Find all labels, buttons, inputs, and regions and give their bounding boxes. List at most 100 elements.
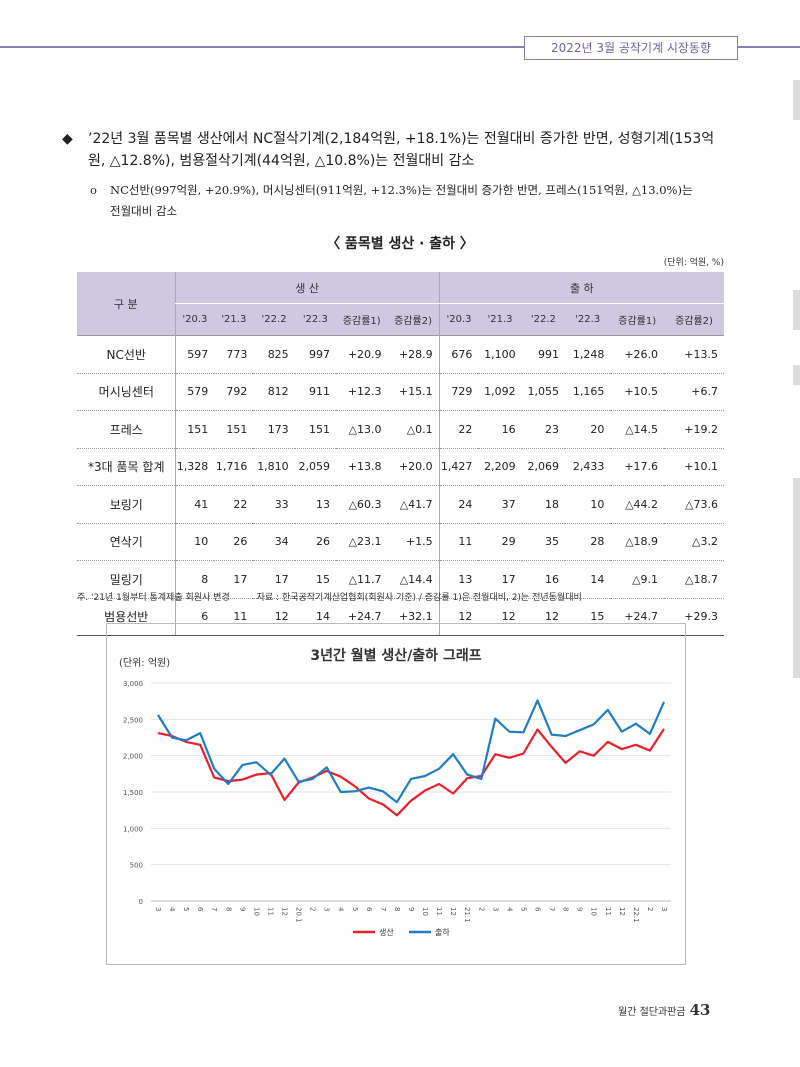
main-bullet: ◆ ’22년 3월 품목별 생산에서 NC절삭기계(2,184억원, +18.1… [62,128,732,172]
table-cell: 6 [174,598,215,636]
subheader-cell: 증감률1) [335,303,388,336]
table-cell: +24.7 [610,598,665,636]
table-unit: (단위: 억원, %) [663,258,724,268]
table-cell: 151 [214,410,254,449]
table-cell: 28 [565,523,611,561]
table-cell: 29 [478,523,522,561]
table-cell: +10.1 [664,448,724,486]
subheader-cell: '22.3 [294,303,336,336]
table-cell: 2,433 [565,448,611,486]
legend-label: 생산 [379,927,394,937]
x-tick-label: 22.1 [632,907,640,923]
table-cell: 2,209 [478,448,522,486]
table-cell: +28.9 [387,335,440,374]
table-cell: 16 [478,410,522,449]
x-tick-label: 3 [660,907,668,911]
edge-bar [793,80,800,120]
x-tick-label: 8 [562,907,570,911]
table-cell: +19.2 [664,410,724,449]
table-cell: +13.5 [664,335,724,374]
x-tick-label: 12 [618,907,626,916]
table-cell: 33 [253,485,295,524]
x-tick-label: 3 [491,907,499,911]
table-cell: 10 [565,485,611,524]
table-cell: 11 [438,523,479,561]
subheader-cell: '21.3 [478,303,522,336]
footnote-source: 자료 : 한국공작기계산업협회(회원사 기준) / 증감률 1)은 전월대비, … [256,593,582,603]
table-cell: △60.3 [335,485,388,524]
table-cell: 12 [253,598,295,636]
row-label: 범용선반 [77,598,176,636]
table-row: 밀링기 8 17 17 15 △11.7 △14.4 13 17 16 14 △9.1 △18.7 [77,560,724,599]
table-cell: 1,092 [478,373,522,411]
table-cell: +1.5 [387,523,440,561]
footnote: 주. '21년 1월부터 통계제출 회원사 변경 자료 : 한국공작기계산업협회… [77,590,606,603]
sub-bullet: o NC선반(997억원, +20.9%), 머시닝센터(911억원, +12.… [90,180,730,222]
table-cell: 2,069 [521,448,565,486]
edge-bar [793,478,800,678]
edge-bar [793,365,800,385]
table-cell: +12.3 [335,373,388,411]
table-cell: 12 [521,598,565,636]
row-label: 연삭기 [77,523,176,561]
production-shipment-table: 구 분 생 산 출 하 '20.3'21.3'22.2'22.3 증감률1) 증감률… [77,272,724,636]
x-tick-label: 6 [365,907,373,912]
table-cell: 911 [294,373,336,411]
x-tick-label: 5 [182,907,190,911]
table-row: 연삭기 10 26 34 26 △23.1 +1.5 11 29 35 28 △18.9 △3.2 [77,523,724,561]
x-tick-label: 12 [281,907,289,916]
x-tick-label: 4 [505,907,513,912]
x-tick-label: 10 [421,907,429,916]
table-cell: 1,328 [174,448,215,486]
y-axis-label: (단위: 억원) [119,656,170,669]
x-tick-label: 5 [519,907,527,911]
x-tick-label: 9 [576,907,584,911]
x-tick-label: 11 [604,907,612,916]
table-cell: 24 [438,485,479,524]
sub-bullet-line-1: NC선반(997억원, +20.9%), 머시닝센터(911억원, +12.3%… [110,183,693,197]
header-category: 구 분 [77,272,176,336]
table-cell: 1,427 [438,448,479,486]
x-tick-label: 11 [266,907,274,916]
x-tick-label: 5 [351,907,359,911]
table-cell: △0.1 [387,410,440,449]
y-tick-label: 2,000 [123,753,143,761]
x-tick-label: 7 [548,907,556,911]
x-tick-label: 20.1 [295,907,303,923]
x-tick-label: 4 [168,907,176,912]
table-cell: +24.7 [335,598,388,636]
table-cell: 597 [174,335,215,374]
table-cell: +32.1 [387,598,440,636]
table-cell: 729 [438,373,479,411]
table-cell: 14 [294,598,336,636]
table-cell: △13.0 [335,410,388,449]
subheader-cell: 증감률2) [664,303,724,336]
table-cell: 8 [174,560,215,599]
x-tick-label: 8 [224,907,232,911]
table-cell: 14 [565,560,611,599]
series-line-출하 [157,699,666,804]
subheader-cell: 증감률2) [387,303,440,336]
table-cell: △9.1 [610,560,665,599]
table-cell: 13 [294,485,336,524]
page-footer: 월간 절단과판금 43 [618,1001,710,1019]
table-cell: △41.7 [387,485,440,524]
table-cell: +10.5 [610,373,665,411]
table-cell: 2,059 [294,448,336,486]
x-tick-label: 4 [337,907,345,912]
table-row: 범용선반 6 11 12 14 +24.7 +32.1 12 12 12 15 +24.7 +29.3 [77,598,724,636]
row-label: NC선반 [77,335,176,374]
table-cell: △11.7 [335,560,388,599]
table-cell: △73.6 [664,485,724,524]
table-cell: △23.1 [335,523,388,561]
x-tick-label: 9 [407,907,415,911]
table-title: 〈 품목별 생산 · 출하 〉 [326,236,474,252]
bullet-line-1: ’22년 3월 품목별 생산에서 NC절삭기계(2,184억원, +18.1%)… [88,131,715,147]
header-rule [0,46,800,48]
table-row: 머시닝센터 579 792 812 911 +12.3 +15.1 729 1,092 1,055… [77,373,724,411]
row-label: 프레스 [77,410,176,449]
table-cell: 12 [478,598,522,636]
table-cell: 12 [438,598,479,636]
table-cell: 15 [294,560,336,599]
magazine-name: 월간 절단과판금 [618,1007,686,1018]
